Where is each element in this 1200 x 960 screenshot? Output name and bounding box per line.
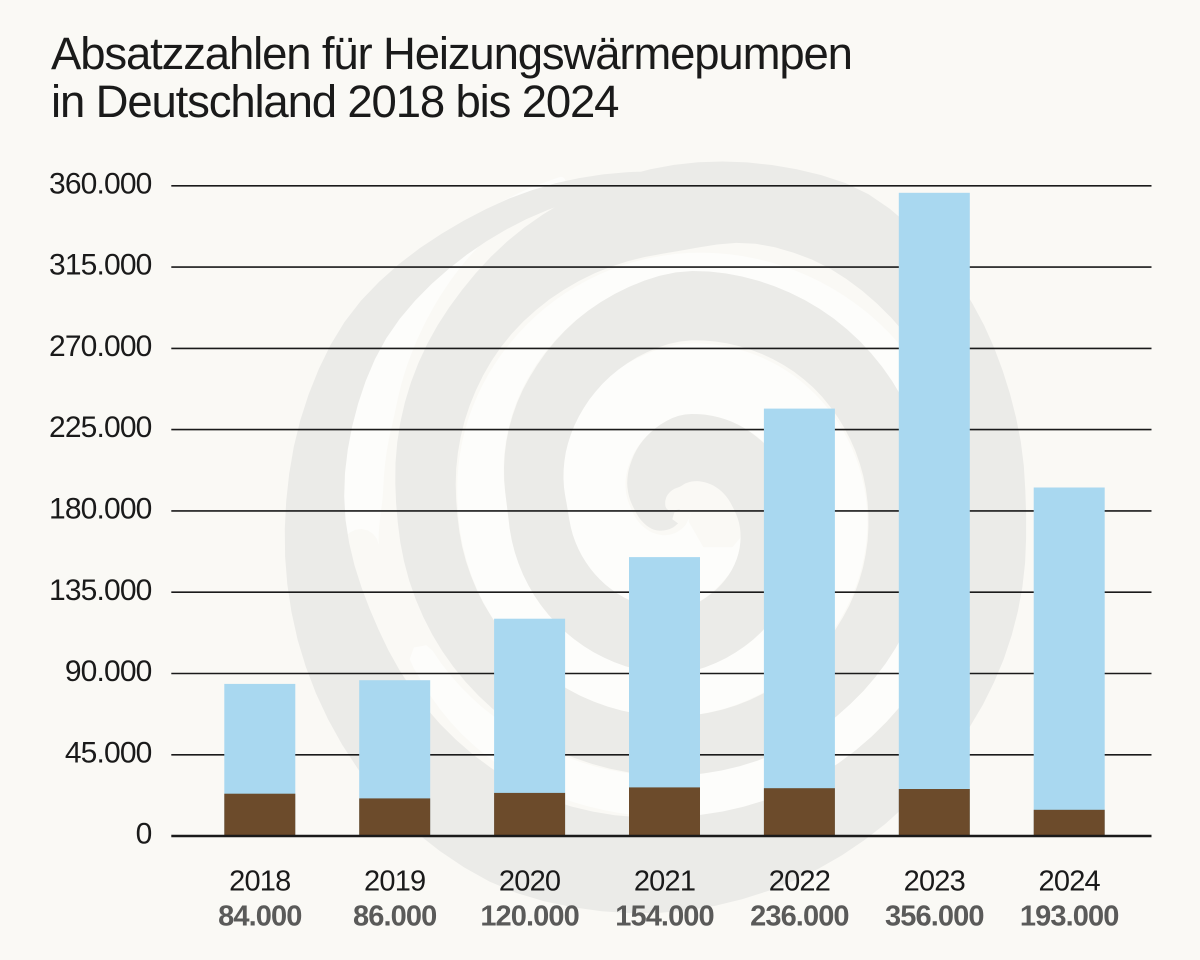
svg-text:154.000: 154.000 xyxy=(615,901,714,933)
svg-text:180.000: 180.000 xyxy=(49,493,152,526)
svg-text:Absatzzahlen für Heizungswärme: Absatzzahlen für Heizungswärmepumpen xyxy=(51,28,852,79)
svg-text:270.000: 270.000 xyxy=(49,330,152,363)
svg-text:225.000: 225.000 xyxy=(49,411,152,444)
svg-text:2020: 2020 xyxy=(499,866,560,898)
svg-text:315.000: 315.000 xyxy=(49,249,152,282)
svg-text:135.000: 135.000 xyxy=(49,574,152,607)
svg-text:236.000: 236.000 xyxy=(750,901,849,933)
svg-text:2021: 2021 xyxy=(634,866,695,898)
svg-text:120.000: 120.000 xyxy=(480,901,579,933)
svg-text:90.000: 90.000 xyxy=(65,655,152,688)
svg-text:2023: 2023 xyxy=(904,866,965,898)
svg-text:2019: 2019 xyxy=(364,866,425,898)
svg-text:84.000: 84.000 xyxy=(218,901,301,933)
svg-text:0: 0 xyxy=(136,818,152,851)
svg-text:2022: 2022 xyxy=(769,866,830,898)
svg-text:360.000: 360.000 xyxy=(49,167,152,200)
svg-text:2024: 2024 xyxy=(1039,866,1101,898)
svg-text:193.000: 193.000 xyxy=(1020,901,1119,933)
svg-text:45.000: 45.000 xyxy=(65,736,152,769)
svg-text:in Deutschland 2018 bis 2024: in Deutschland 2018 bis 2024 xyxy=(51,76,618,127)
svg-text:356.000: 356.000 xyxy=(885,901,984,933)
svg-text:2018: 2018 xyxy=(229,866,290,898)
svg-text:86.000: 86.000 xyxy=(353,901,436,933)
